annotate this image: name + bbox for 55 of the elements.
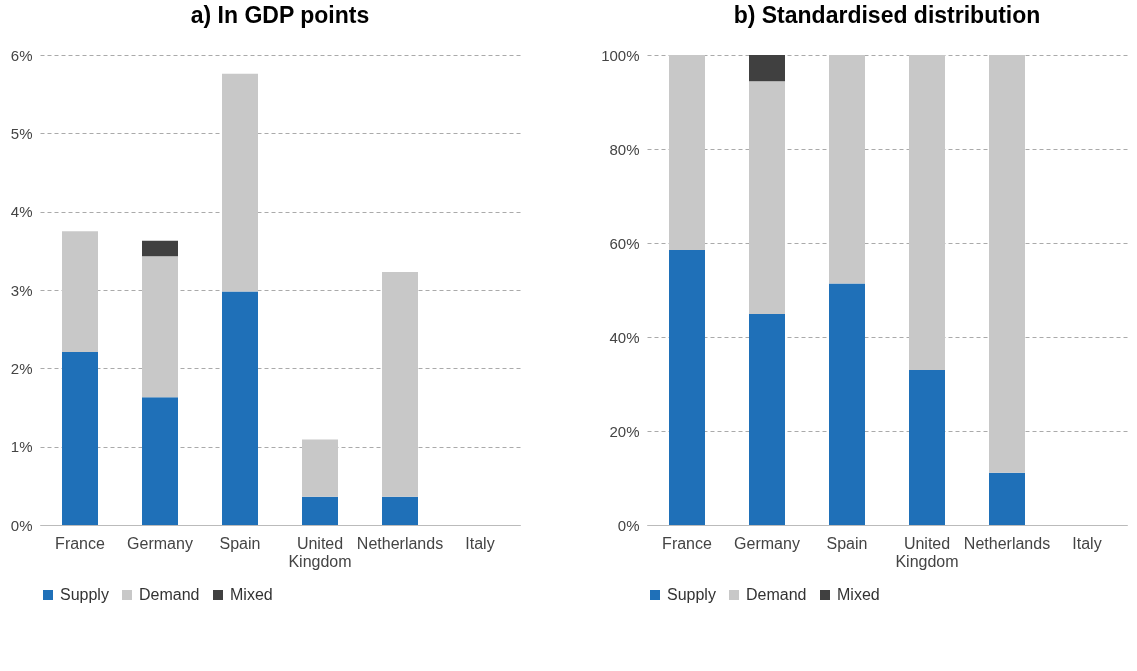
x-tick-label: United Kingdom	[895, 534, 959, 570]
y-tick-label: 100%	[601, 46, 640, 64]
bar	[909, 369, 945, 525]
x-tick-label: United Kingdom	[288, 534, 352, 570]
x-tick-label: Netherlands	[356, 534, 444, 552]
y-tick-label: 0%	[617, 516, 640, 534]
y-tick-label: 3%	[10, 281, 33, 299]
y-tick-label: 40%	[609, 328, 640, 346]
y-tick-label: 0%	[10, 516, 33, 534]
legend-label: Mixed	[230, 586, 273, 603]
y-tick-label: 80%	[609, 140, 640, 158]
x-tick-label: France	[55, 534, 105, 552]
bar	[669, 55, 705, 251]
bar	[142, 397, 178, 525]
legend-label: Supply	[60, 586, 109, 603]
bar	[382, 496, 418, 525]
legend-label: Mixed	[837, 586, 880, 603]
legend-label: Demand	[746, 586, 807, 603]
bar	[749, 55, 785, 82]
chart-title: a) In GDP points	[190, 2, 370, 28]
bar	[989, 55, 1025, 473]
bar	[302, 496, 338, 525]
bar	[989, 472, 1025, 525]
y-tick-label: 60%	[609, 234, 640, 252]
bar	[142, 240, 178, 257]
bar	[829, 283, 865, 525]
y-tick-label: 4%	[10, 203, 33, 221]
bar	[382, 271, 418, 497]
bar	[222, 291, 258, 525]
legend-label: Supply	[667, 586, 716, 603]
bar	[749, 313, 785, 525]
y-tick-label: 6%	[10, 46, 33, 64]
x-tick-label: Italy	[465, 534, 495, 552]
bar	[62, 231, 98, 352]
bar	[302, 439, 338, 497]
y-tick-label: 1%	[10, 438, 33, 456]
bar	[62, 351, 98, 525]
x-tick-label: Netherlands	[963, 534, 1051, 552]
x-tick-label: Spain	[826, 534, 868, 552]
x-tick-label: Spain	[219, 534, 261, 552]
x-tick-label: Italy	[1072, 534, 1102, 552]
y-tick-label: 5%	[10, 124, 33, 142]
bar	[749, 81, 785, 314]
x-tick-label: France	[662, 534, 712, 552]
chart-title: b) Standardised distribution	[733, 2, 1041, 28]
legend-label: Demand	[139, 586, 200, 603]
bar	[909, 55, 945, 370]
y-tick-label: 2%	[10, 359, 33, 377]
y-tick-label: 20%	[609, 422, 640, 440]
x-tick-label: Germany	[734, 534, 800, 552]
bar	[142, 256, 178, 398]
bar	[222, 73, 258, 292]
x-tick-label: Germany	[127, 534, 193, 552]
bar	[829, 55, 865, 284]
bar	[669, 250, 705, 525]
